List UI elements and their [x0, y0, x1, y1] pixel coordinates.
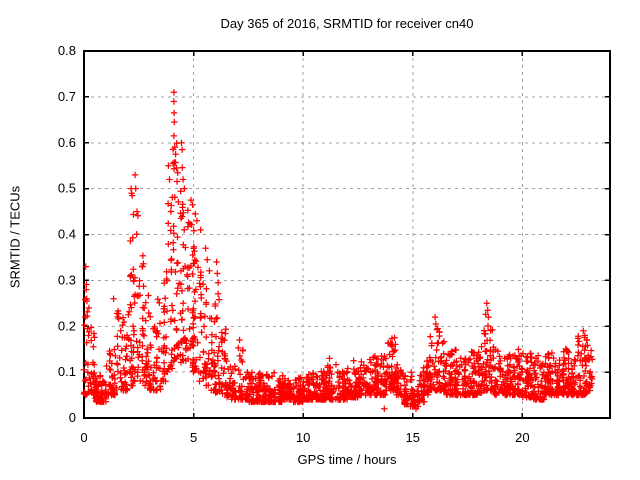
y-tick-label: 0.3 [58, 272, 76, 287]
y-tick-label: 0.6 [58, 135, 76, 150]
data-points [80, 89, 596, 412]
axis-tick-labels: 0 5 10 15 20 0 0.1 0.2 0.3 0.4 0.5 0.6 0.7 0.8 [58, 43, 530, 445]
x-tick-label: 5 [190, 430, 197, 445]
chart-title: Day 365 of 2016, SRMTID for receiver cn4… [220, 16, 474, 31]
y-tick-label: 0.2 [58, 318, 76, 333]
x-tick-label: 10 [296, 430, 310, 445]
y-tick-label: 0.4 [58, 227, 76, 242]
x-tick-label: 20 [515, 430, 529, 445]
x-tick-label: 15 [406, 430, 420, 445]
y-tick-label: 0 [69, 410, 76, 425]
y-tick-label: 0.8 [58, 43, 76, 58]
y-tick-label: 0.1 [58, 364, 76, 379]
grid-lines [84, 51, 610, 418]
x-axis-label: GPS time / hours [297, 452, 397, 467]
y-tick-label: 0.7 [58, 89, 76, 104]
y-tick-label: 0.5 [58, 181, 76, 196]
x-tick-label: 0 [80, 430, 87, 445]
